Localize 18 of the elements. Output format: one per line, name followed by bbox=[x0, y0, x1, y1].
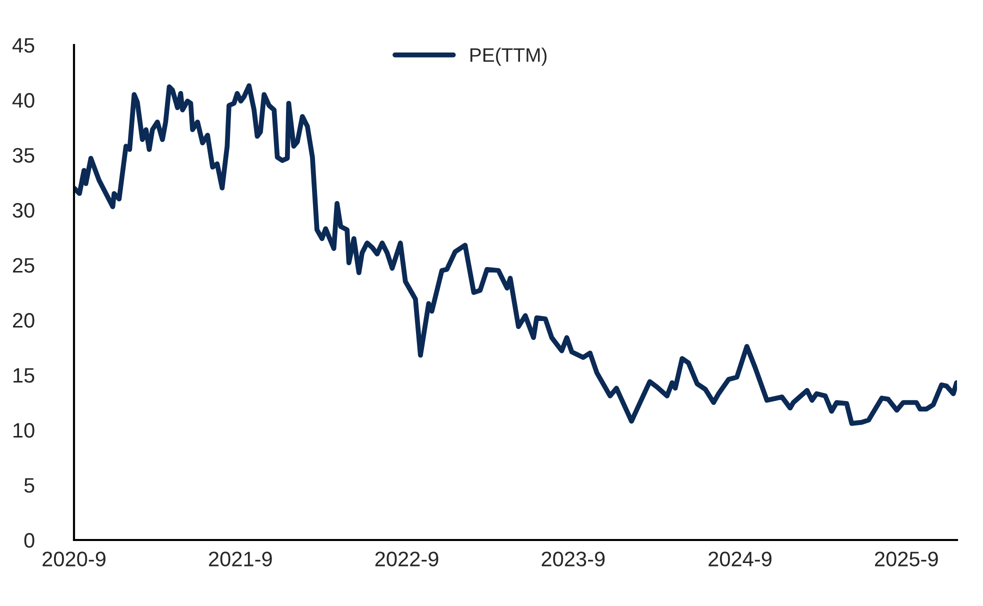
y-tick-label: 30 bbox=[12, 203, 34, 218]
y-tick-label: 45 bbox=[12, 38, 34, 53]
line-series bbox=[74, 83, 957, 426]
x-tick-label: 2020-9 bbox=[42, 552, 106, 566]
x-tick-label: 2025-9 bbox=[875, 552, 938, 566]
x-tick-label: 2024-9 bbox=[708, 552, 772, 566]
y-tick-label: 15 bbox=[14, 368, 34, 383]
y-tick-label: 5 bbox=[24, 478, 34, 493]
x-tick-label: 2022-9 bbox=[375, 552, 438, 566]
legend-label: PE(TTM) bbox=[470, 48, 547, 66]
y-tick-label: 40 bbox=[12, 93, 34, 108]
x-tick-label: 2023-9 bbox=[542, 552, 605, 566]
y-tick-label: 10 bbox=[14, 423, 34, 438]
y-tick-label: 35 bbox=[12, 148, 34, 163]
y-tick-label: 20 bbox=[12, 313, 34, 328]
y-tick-label: 0 bbox=[24, 533, 34, 548]
x-tick-label: 2021-9 bbox=[209, 552, 272, 566]
y-tick-label: 25 bbox=[12, 258, 34, 273]
